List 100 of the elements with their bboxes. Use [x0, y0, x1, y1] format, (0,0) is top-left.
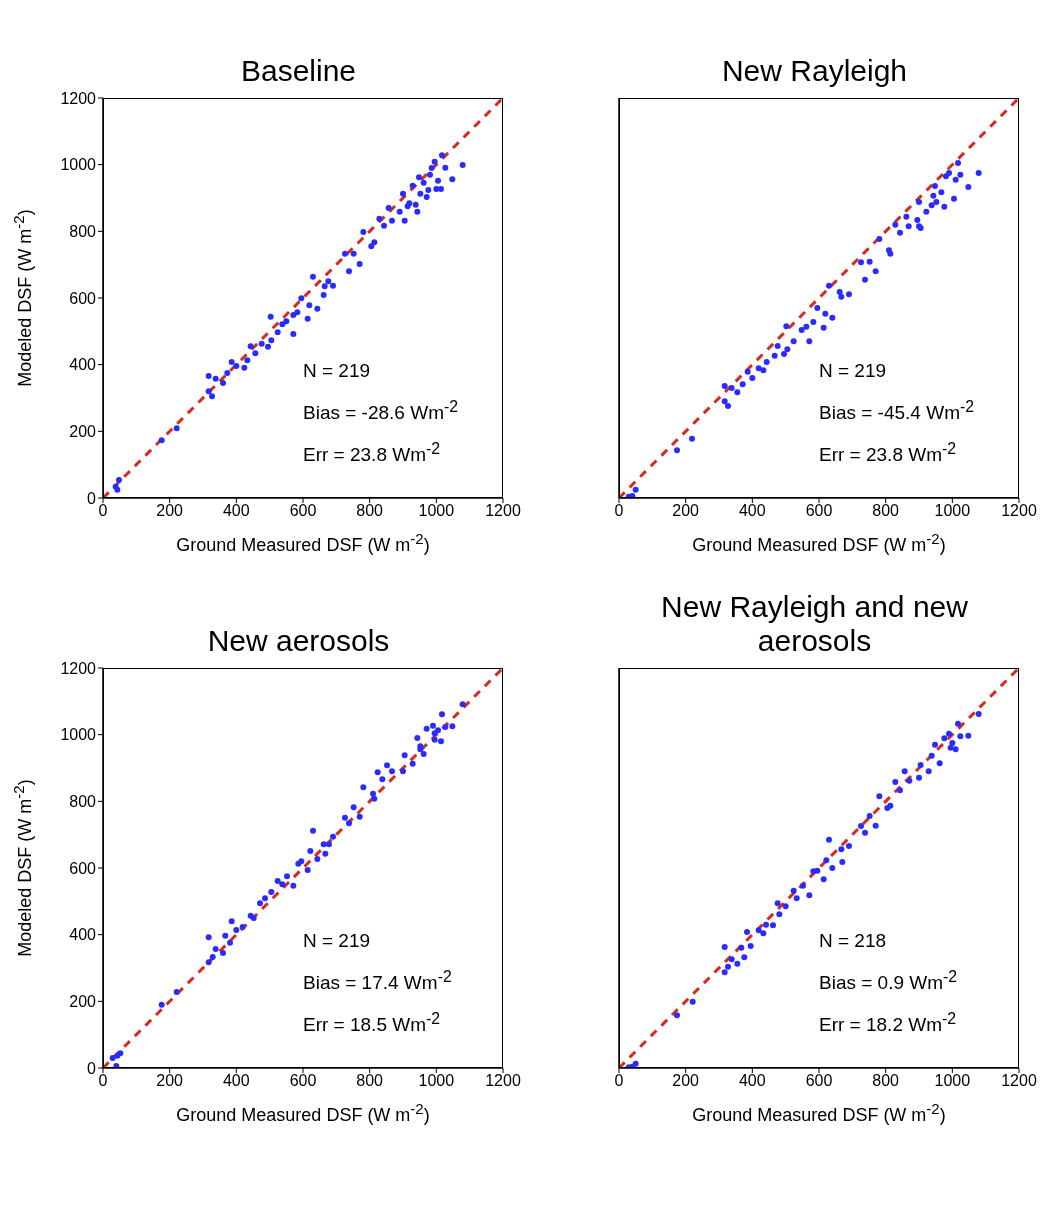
annotation: Err = 18.2 Wm$^{-2}$	[819, 1009, 958, 1038]
x-tick-label: 1200	[485, 502, 521, 520]
x-tick-label: 600	[289, 1072, 317, 1090]
point	[941, 735, 948, 742]
chart-title: New Rayleigh	[720, 54, 909, 88]
chart-title: Baseline	[239, 54, 358, 88]
annotation: Err = 23.8 Wm$^{-2}$	[819, 439, 958, 468]
x-tick-label: 1000	[934, 1072, 971, 1090]
point	[763, 921, 769, 928]
x-axis-title: Ground Measured DSF (W m$^{-2}$)	[691, 530, 947, 556]
point	[674, 1012, 680, 1019]
x-tick-label: 600	[805, 502, 833, 520]
point	[936, 760, 943, 767]
point	[955, 720, 961, 727]
point	[774, 900, 781, 907]
x-tick-label: 200	[156, 502, 184, 520]
x-tick-label: 800	[356, 1072, 384, 1090]
x-tick-label: 400	[222, 502, 250, 520]
y-tick-label: 800	[69, 793, 97, 811]
point	[906, 777, 913, 784]
point	[744, 929, 750, 935]
y-tick-label: 1200	[60, 89, 97, 107]
point	[826, 836, 832, 843]
x-tick-label: 200	[156, 1072, 184, 1090]
x-tick-label: 1000	[418, 1072, 455, 1090]
point	[806, 892, 813, 899]
point	[838, 846, 845, 853]
point	[876, 793, 883, 800]
annotation: N = 218	[819, 929, 888, 953]
x-tick-label: 400	[222, 1072, 250, 1090]
annotation: Err = 23.8 Wm$^{-2}$	[303, 439, 442, 468]
y-tick-label: 200	[69, 993, 97, 1011]
annotation: Bias = -45.4 Wm$^{-2}$	[819, 397, 975, 426]
x-tick-label: 1200	[1001, 1072, 1037, 1090]
point	[928, 752, 935, 759]
y-tick-label: 0	[87, 1059, 97, 1077]
point	[892, 779, 899, 785]
point	[734, 960, 741, 967]
point	[858, 823, 864, 829]
point	[897, 787, 903, 794]
point	[975, 711, 982, 717]
x-tick-label: 200	[672, 502, 700, 520]
point	[872, 822, 879, 829]
x-tick-label: 600	[289, 502, 317, 520]
annotation: N = 219	[819, 359, 888, 383]
annotation: Bias = -28.6 Wm$^{-2}$	[303, 397, 459, 426]
point	[770, 922, 776, 929]
point	[755, 927, 762, 934]
point	[741, 954, 748, 961]
point	[957, 733, 964, 740]
annotation: Bias = 17.4 Wm$^{-2}$	[303, 967, 452, 996]
y-tick-label: 1000	[60, 156, 97, 174]
x-tick-label: 0	[614, 1072, 624, 1090]
point	[947, 744, 954, 751]
x-tick-label: 0	[98, 502, 108, 520]
x-tick-label: 1000	[934, 502, 971, 520]
point	[965, 732, 972, 739]
point	[721, 969, 728, 976]
point	[846, 843, 852, 849]
point	[782, 903, 789, 910]
x-axis-title: Ground Measured DSF (W m$^{-2}$)	[175, 1100, 431, 1126]
x-axis-title: Ground Measured DSF (W m$^{-2}$)	[175, 530, 431, 556]
point	[829, 865, 836, 871]
x-tick-label: 400	[738, 1072, 766, 1090]
x-tick-label: 200	[672, 1072, 700, 1090]
point	[949, 740, 956, 746]
y-tick-label: 600	[69, 289, 97, 307]
point	[952, 746, 959, 753]
x-tick-label: 800	[356, 502, 384, 520]
point	[823, 857, 830, 864]
y-tick-label: 400	[69, 926, 97, 944]
annotation: N = 219	[303, 359, 372, 383]
point	[946, 730, 952, 737]
point	[776, 911, 783, 918]
point	[839, 859, 846, 865]
x-tick-label: 400	[738, 502, 766, 520]
x-tick-label: 1200	[1001, 502, 1037, 520]
point	[917, 762, 924, 768]
y-tick-label: 400	[69, 356, 97, 374]
y-tick-label: 200	[69, 423, 97, 441]
point	[728, 956, 735, 963]
point	[932, 741, 938, 748]
point	[901, 768, 908, 775]
point	[790, 887, 797, 894]
point	[916, 774, 922, 781]
point	[747, 943, 754, 949]
x-tick-label: 0	[614, 502, 624, 520]
annotation: N = 219	[303, 929, 372, 953]
y-tick-label: 1200	[60, 659, 97, 677]
chart-title: New Rayleigh and new aerosols	[660, 590, 969, 658]
x-axis-title: Ground Measured DSF (W m$^{-2}$)	[691, 1100, 947, 1126]
x-tick-label: 1000	[418, 502, 455, 520]
point	[814, 867, 821, 874]
y-tick-label: 0	[87, 489, 97, 507]
point	[820, 876, 827, 883]
point	[760, 930, 767, 937]
point	[721, 944, 728, 950]
point	[738, 944, 745, 951]
chart-title: New aerosols	[206, 624, 391, 658]
x-tick-label: 0	[98, 1072, 108, 1090]
